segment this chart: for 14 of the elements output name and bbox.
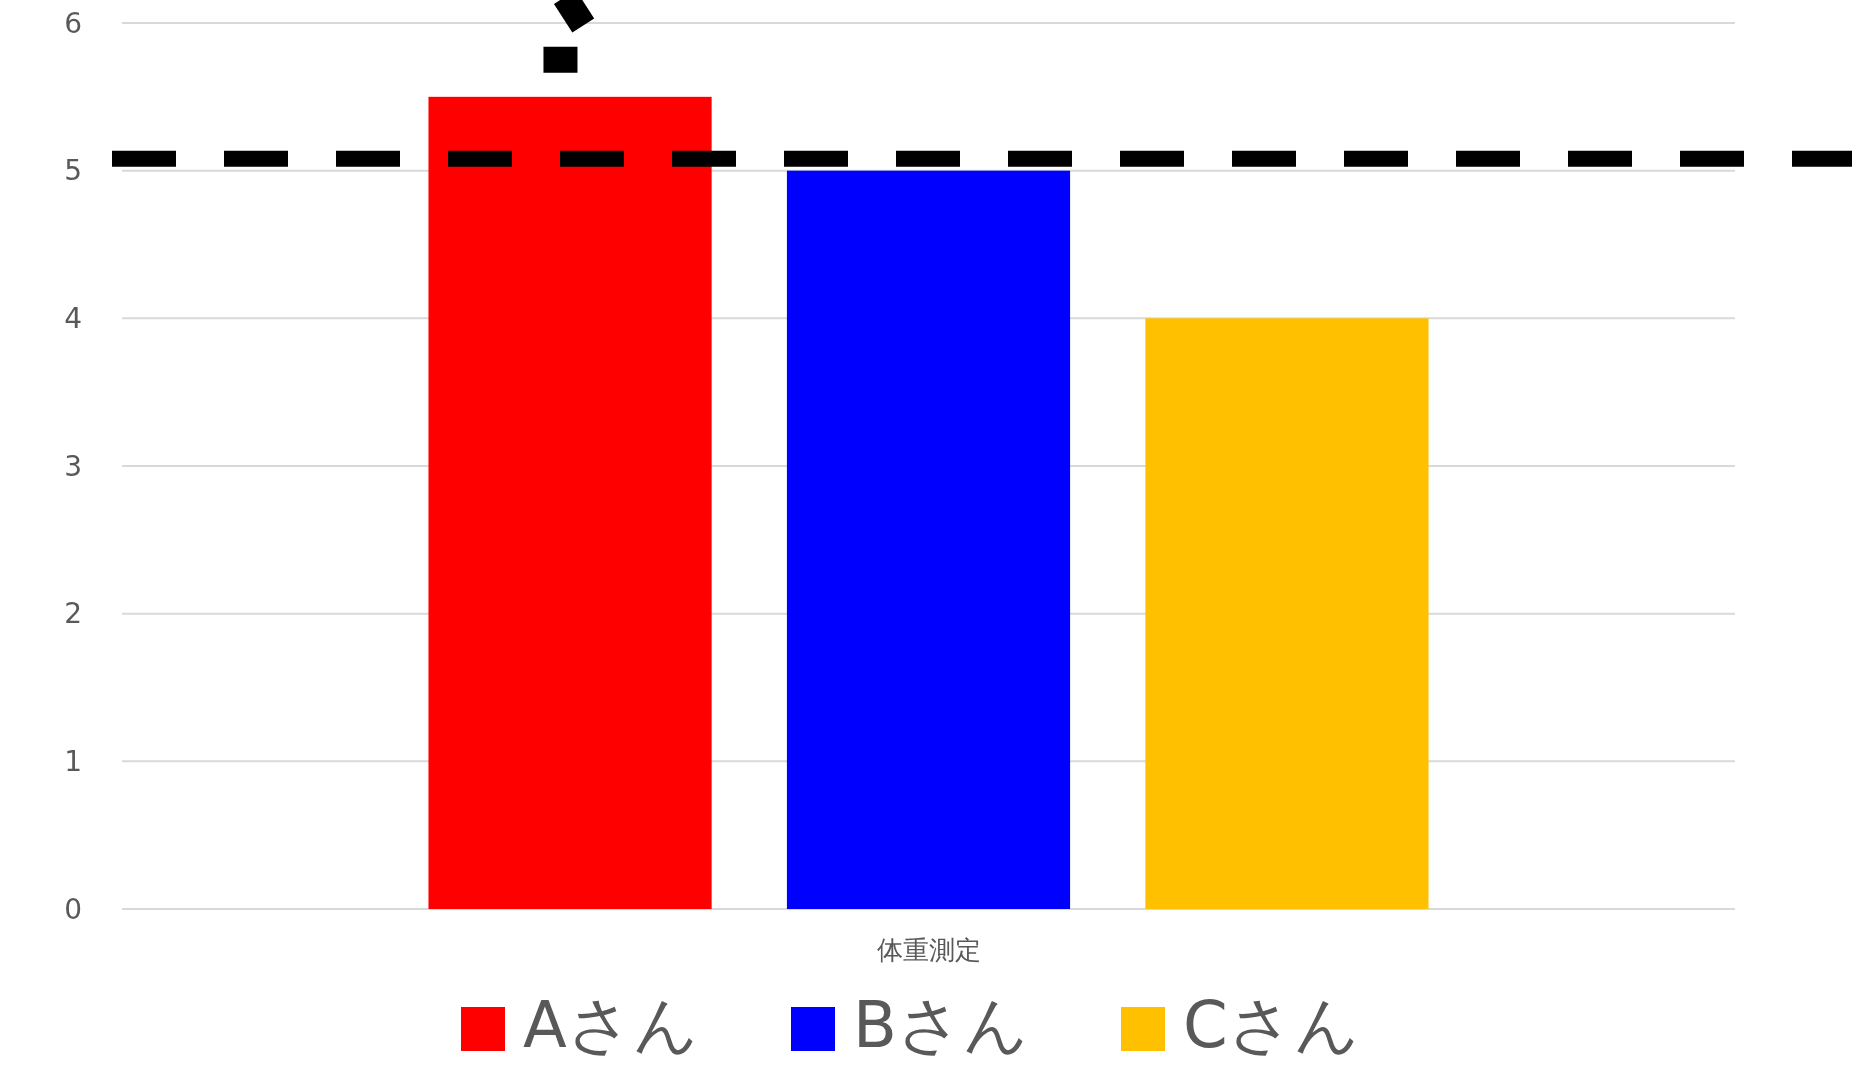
y-tick-label: 3 — [64, 449, 82, 483]
y-tick-label: 2 — [64, 597, 82, 631]
x-tick-label: 体重測定 — [876, 935, 981, 965]
legend-label: Bさん — [853, 988, 1029, 1062]
bar — [1145, 318, 1429, 909]
bar — [428, 96, 712, 909]
y-tick-label: 4 — [64, 302, 82, 336]
y-tick-label: 0 — [64, 892, 82, 926]
bar — [786, 170, 1071, 909]
y-tick-label: 1 — [64, 745, 82, 779]
y-tick-label: 6 — [64, 6, 82, 40]
y-tick-label: 5 — [64, 154, 82, 188]
legend-label: Cさん — [1183, 988, 1360, 1062]
legend-label: Aさん — [523, 988, 699, 1062]
